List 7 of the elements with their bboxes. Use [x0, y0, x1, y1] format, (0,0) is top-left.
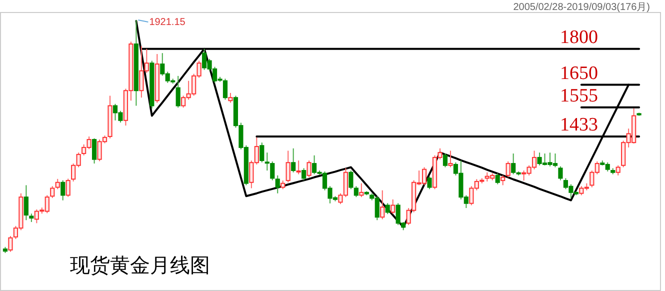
text: 现货黄金月线图 [70, 255, 210, 277]
annotation: 1433 [560, 114, 598, 136]
chart-subtitle: 2005/02/28-2019/09/03(176月) [513, 2, 650, 13]
annotation: 1921.15 [149, 17, 186, 28]
annotation: 1650 [560, 62, 598, 84]
annotation: 1800 [560, 26, 598, 48]
annotation: 1555 [560, 85, 598, 106]
